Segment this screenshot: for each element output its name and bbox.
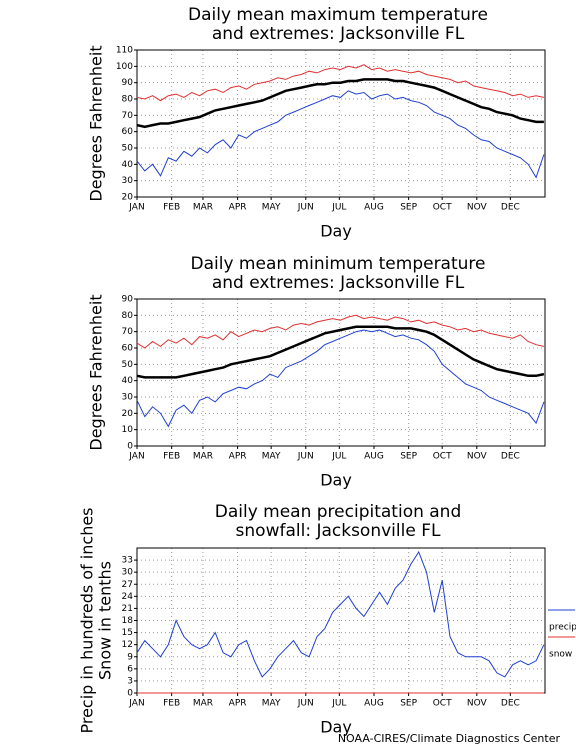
y-tick-label: 12 — [122, 640, 133, 650]
data-line — [136, 64, 545, 102]
x-tick-label: JAN — [128, 699, 144, 709]
y-tick-label: 60 — [122, 344, 134, 354]
chart-title: Daily mean minimum temperature — [191, 254, 486, 274]
chart-title: and extremes: Jacksonville FL — [212, 273, 465, 293]
y-tick-label: 80 — [122, 95, 134, 105]
y-tick-label: 40 — [122, 160, 134, 170]
legend-label: snow — [549, 650, 572, 660]
x-tick-label: SEP — [400, 699, 417, 709]
y-tick-label: 40 — [122, 376, 134, 386]
x-tick-label: DEC — [501, 699, 520, 709]
y-tick-label: 50 — [122, 144, 134, 154]
x-tick-label: FEB — [163, 699, 180, 709]
chart-title: snowfall: Jacksonville FL — [236, 521, 441, 541]
y-axis-label: Snow in tenths — [96, 561, 115, 680]
x-tick-label: JUL — [331, 203, 346, 213]
footer: NOAA-CIRES/Climate Diagnostics Center — [338, 732, 561, 745]
y-tick-label: 90 — [122, 78, 134, 88]
y-tick-label: 3 — [127, 676, 133, 686]
y-tick-label: 50 — [122, 360, 134, 370]
x-tick-label: MAY — [262, 203, 281, 213]
y-tick-label: 6 — [127, 664, 133, 674]
y-tick-label: 0 — [127, 689, 133, 699]
x-tick-label: FEB — [163, 452, 180, 462]
y-tick-label: 70 — [122, 111, 134, 121]
y-tick-label: 80 — [122, 311, 134, 321]
x-tick-label: MAR — [193, 699, 213, 709]
x-tick-label: AUG — [364, 452, 384, 462]
x-axis-label: Day — [320, 718, 352, 737]
y-axis-label: Precip in hundreds of inches — [78, 507, 97, 733]
x-tick-label: MAY — [262, 699, 281, 709]
x-tick-label: JAN — [128, 452, 144, 462]
x-tick-label: NOV — [467, 203, 488, 213]
x-tick-label: FEB — [163, 203, 180, 213]
x-tick-label: AUG — [364, 699, 384, 709]
data-line — [136, 329, 545, 428]
x-tick-label: APR — [229, 699, 247, 709]
y-axis-label: Degrees Fahrenheit — [87, 294, 106, 450]
x-tick-label: JUN — [297, 203, 314, 213]
data-line — [136, 78, 544, 129]
plot-frame — [136, 298, 546, 447]
y-axis-label: Degrees Fahrenheit — [87, 45, 106, 201]
y-tick-label: 9 — [127, 652, 133, 662]
x-tick-label: SEP — [400, 452, 417, 462]
data-line — [136, 90, 545, 179]
y-tick-label: 30 — [122, 568, 134, 578]
x-tick-label: JUL — [331, 699, 346, 709]
y-tick-label: 30 — [122, 176, 134, 186]
x-tick-label: OCT — [433, 203, 452, 213]
x-tick-label: JUN — [297, 452, 314, 462]
data-line — [136, 314, 545, 349]
y-tick-label: 21 — [122, 604, 133, 614]
data-line — [136, 550, 545, 678]
x-tick-label: OCT — [433, 699, 452, 709]
x-tick-label: JUN — [297, 699, 314, 709]
x-tick-label: APR — [229, 203, 247, 213]
x-tick-label: MAR — [193, 452, 213, 462]
x-tick-label: AUG — [364, 203, 384, 213]
chart-title: Daily mean maximum temperature — [188, 5, 488, 25]
x-tick-label: DEC — [501, 452, 520, 462]
x-tick-label: JAN — [128, 203, 144, 213]
x-axis-label: Day — [320, 222, 352, 241]
y-tick-label: 18 — [122, 616, 134, 626]
y-tick-label: 90 — [122, 295, 134, 305]
y-tick-label: 10 — [122, 425, 134, 435]
y-tick-label: 60 — [122, 127, 134, 137]
y-tick-label: 15 — [122, 628, 133, 638]
data-line — [136, 325, 545, 379]
x-tick-label: SEP — [400, 203, 417, 213]
x-tick-label: NOV — [467, 699, 488, 709]
x-tick-label: APR — [229, 452, 247, 462]
x-tick-label: JUL — [331, 452, 346, 462]
plot-frame — [136, 49, 546, 198]
x-axis-label: Day — [320, 471, 352, 490]
y-tick-label: 100 — [116, 62, 133, 72]
chart-title: Daily mean precipitation and — [215, 502, 462, 522]
x-tick-label: NOV — [467, 452, 488, 462]
y-tick-label: 20 — [122, 409, 134, 419]
legend-label: precip — [549, 623, 576, 633]
y-tick-label: 30 — [122, 393, 134, 403]
y-tick-label: 33 — [122, 556, 133, 566]
x-tick-label: MAY — [262, 452, 281, 462]
y-tick-label: 24 — [122, 592, 134, 602]
chart-title: and extremes: Jacksonville FL — [212, 24, 465, 44]
y-tick-label: 110 — [116, 46, 133, 56]
y-tick-label: 27 — [122, 580, 133, 590]
y-tick-label: 70 — [122, 327, 134, 337]
y-tick-label: 20 — [122, 193, 134, 203]
x-tick-label: DEC — [501, 203, 520, 213]
y-tick-label: 0 — [127, 442, 133, 452]
x-tick-label: OCT — [433, 452, 452, 462]
x-tick-label: MAR — [193, 203, 213, 213]
